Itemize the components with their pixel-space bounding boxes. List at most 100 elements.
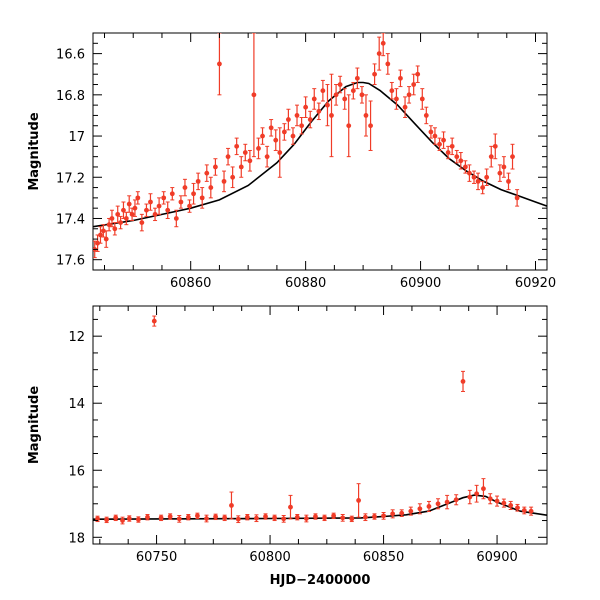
top-data-point bbox=[178, 195, 184, 209]
bottom-data-point bbox=[521, 506, 527, 515]
top-data-point bbox=[372, 63, 377, 86]
top-data-point bbox=[437, 137, 442, 151]
top-data-point bbox=[264, 145, 270, 168]
top-data-point bbox=[230, 166, 236, 189]
bottom-data-point bbox=[426, 500, 432, 512]
bottom-data-point bbox=[363, 513, 368, 522]
top-data-point bbox=[182, 178, 188, 197]
top-data-marks bbox=[93, 33, 547, 259]
bottom-y-tick-label: 18 bbox=[68, 531, 85, 546]
top-axes: 60860 60880 60900 60920 16.6 16.8 17 17.2 17.4 17… bbox=[56, 33, 556, 291]
bottom-data-point bbox=[136, 516, 141, 523]
top-data-point bbox=[398, 69, 403, 88]
bottom-x-tick-label: 60800 bbox=[249, 550, 290, 565]
top-data-point bbox=[195, 172, 201, 191]
top-y-tick-label: 17.6 bbox=[56, 254, 85, 269]
top-data-point bbox=[501, 156, 507, 178]
top-data-point bbox=[394, 88, 399, 110]
top-data-point bbox=[514, 189, 520, 207]
top-data-point bbox=[285, 108, 291, 131]
top-data-point bbox=[419, 88, 425, 110]
top-data-point bbox=[333, 84, 339, 106]
top-data-point bbox=[445, 145, 451, 160]
top-data-point bbox=[471, 170, 477, 184]
bottom-data-point bbox=[167, 513, 173, 520]
bottom-data-point bbox=[460, 370, 466, 392]
top-data-point bbox=[221, 170, 227, 193]
top-data-point bbox=[385, 53, 391, 75]
bottom-y-axis-label: Magnitude bbox=[27, 386, 42, 465]
bottom-data-point bbox=[235, 515, 241, 524]
top-data-point bbox=[217, 33, 222, 96]
bottom-data-point bbox=[435, 498, 441, 510]
bottom-data-point bbox=[474, 484, 480, 503]
top-data-point bbox=[415, 65, 421, 83]
top-data-point bbox=[492, 133, 498, 160]
bottom-data-point bbox=[272, 514, 277, 522]
top-data-point bbox=[187, 199, 192, 213]
top-data-point bbox=[458, 152, 464, 170]
bottom-y-tick-label: 16 bbox=[68, 464, 85, 479]
top-data-point bbox=[480, 180, 486, 195]
top-data-point bbox=[132, 199, 138, 217]
bottom-data-point bbox=[515, 503, 520, 512]
bottom-data-point bbox=[176, 515, 182, 523]
bottom-panel: 60750 60800 60850 60900 12 14 16 18 Magnitude H… bbox=[27, 305, 548, 588]
top-data-point bbox=[303, 96, 309, 118]
top-data-point bbox=[208, 176, 214, 199]
top-data-point bbox=[242, 143, 248, 162]
bottom-x-tick-label: 60750 bbox=[136, 550, 177, 565]
bottom-data-point bbox=[501, 498, 507, 508]
top-data-point bbox=[118, 215, 123, 230]
top-data-point bbox=[350, 81, 356, 100]
top-data-point bbox=[103, 230, 109, 248]
top-y-tick-label: 16.6 bbox=[56, 48, 85, 63]
top-data-point bbox=[225, 147, 231, 166]
bottom-data-point bbox=[104, 516, 110, 524]
bottom-plot-frame bbox=[92, 305, 548, 545]
top-data-point bbox=[307, 110, 313, 129]
top-data-point bbox=[204, 164, 210, 182]
top-y-tick-label: 17.2 bbox=[56, 171, 85, 186]
bottom-data-point bbox=[204, 514, 209, 523]
top-data-point bbox=[462, 160, 468, 174]
top-data-point bbox=[428, 125, 434, 139]
top-data-point bbox=[423, 106, 429, 125]
bottom-data-point bbox=[244, 514, 250, 521]
bottom-data-point bbox=[331, 512, 337, 520]
top-data-point bbox=[368, 100, 373, 151]
top-data-point bbox=[123, 211, 129, 226]
bottom-data-point bbox=[213, 513, 218, 521]
top-data-point bbox=[389, 81, 395, 100]
top-data-point bbox=[247, 149, 253, 172]
bottom-data-point bbox=[528, 506, 534, 516]
top-data-point bbox=[109, 209, 115, 228]
top-data-point bbox=[112, 222, 118, 236]
top-y-tick-label: 17 bbox=[68, 130, 85, 145]
top-y-tick-label: 17.4 bbox=[56, 212, 85, 227]
top-data-point bbox=[277, 127, 283, 178]
bottom-data-point bbox=[229, 491, 234, 520]
top-panel: 60860 60880 60900 60920 16.6 16.8 17 17.2 17.4 17… bbox=[27, 32, 556, 291]
top-data-point bbox=[497, 164, 503, 182]
top-data-point bbox=[126, 195, 132, 213]
bottom-data-point bbox=[195, 512, 200, 520]
bottom-data-point bbox=[494, 495, 500, 507]
bottom-data-point bbox=[417, 503, 423, 515]
top-data-point bbox=[251, 33, 257, 158]
bottom-data-point bbox=[399, 509, 405, 518]
bottom-data-point bbox=[408, 506, 414, 516]
top-data-point bbox=[234, 137, 240, 156]
top-data-point bbox=[354, 67, 360, 90]
top-data-point bbox=[484, 168, 490, 187]
top-data-point bbox=[449, 137, 455, 156]
top-data-point bbox=[441, 131, 446, 149]
top-data-point bbox=[199, 187, 205, 209]
top-data-point bbox=[294, 104, 300, 127]
bottom-data-point bbox=[322, 514, 327, 522]
top-data-point bbox=[329, 73, 334, 158]
top-data-point bbox=[238, 156, 244, 178]
top-x-tick-label: 60880 bbox=[285, 276, 326, 291]
top-x-tick-label: 60920 bbox=[515, 276, 556, 291]
